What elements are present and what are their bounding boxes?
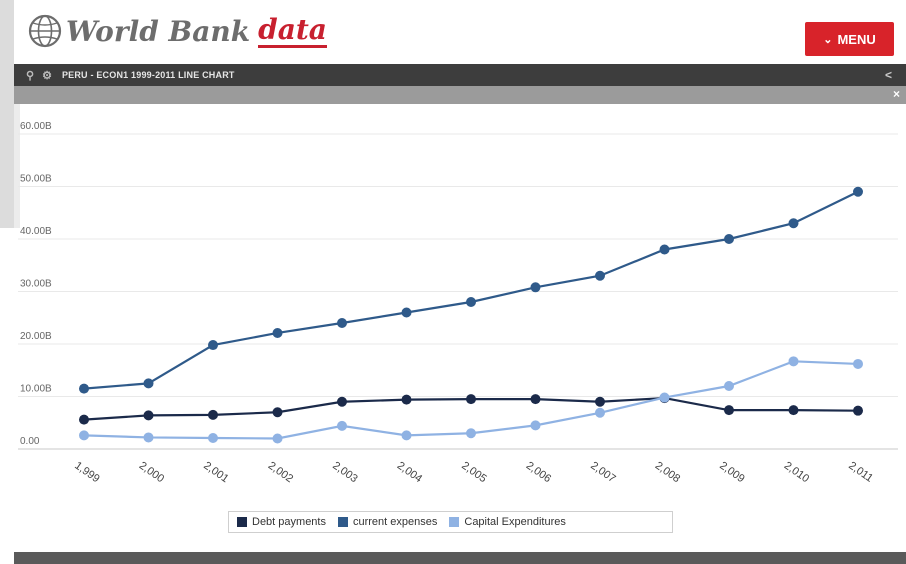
data-point[interactable] [853,405,863,416]
x-tick-label: 2,005 [459,460,488,486]
legend-label-capital: Capital Expenditures [464,516,566,528]
data-point[interactable] [401,430,412,441]
data-point[interactable] [853,358,863,369]
legend-label-debt: Debt payments [252,516,326,528]
menu-button[interactable]: ⌄ MENU [805,22,894,56]
data-point[interactable] [272,433,283,444]
data-point[interactable] [659,392,670,403]
x-tick-label: 2,010 [782,460,811,486]
y-tick-label: 30.00B [20,279,52,290]
data-point[interactable] [724,381,734,391]
data-point[interactable] [530,420,541,431]
x-tick-label: 2,008 [653,460,682,486]
chart-legend: Debt payments current expenses Capital E… [228,511,673,533]
data-point[interactable] [853,186,863,197]
data-point[interactable] [272,407,283,418]
series-line-1 [83,190,859,390]
x-tick-label: 2,000 [137,460,166,486]
y-tick-label: 50.00B [20,174,52,185]
data-point[interactable] [724,234,734,244]
data-point[interactable] [401,307,412,318]
data-point[interactable] [530,394,541,405]
data-point[interactable] [788,218,799,229]
settings-icon[interactable]: ⚙ [42,69,52,82]
data-point[interactable] [143,432,154,443]
logo-text-data: data [258,12,327,48]
world-bank-logo[interactable]: World Bank data [28,14,327,48]
share-icon[interactable]: < [884,68,892,82]
y-tick-label: 0.00 [20,436,40,447]
data-point[interactable] [466,428,476,439]
data-point[interactable] [143,410,154,421]
data-point[interactable] [466,297,476,307]
bottom-bar [14,552,906,564]
data-point[interactable] [79,430,89,441]
x-axis-ticks: 1,999 2,000 2,001 2,002 2,003 2,004 2,005 2,006… [72,460,875,486]
data-point[interactable] [466,394,476,405]
site-header: World Bank data ⌄ MENU [14,0,906,64]
data-point[interactable] [724,405,734,416]
close-icon[interactable]: × [892,87,900,101]
logo-text-world-bank: World Bank [66,14,251,48]
chart-title-bar: ⚲ ⚙ PERU - ECON1 1999-2011 LINE CHART < [14,64,906,86]
search-icon[interactable]: ⚲ [26,69,35,82]
legend-label-current: current expenses [352,516,438,528]
data-point[interactable] [208,340,218,351]
legend-swatch-debt [237,517,247,527]
data-point[interactable] [595,396,605,407]
data-point[interactable] [530,282,541,293]
chart-title: PERU - ECON1 1999-2011 LINE CHART [61,70,235,80]
data-point[interactable] [143,378,154,389]
x-tick-label: 2,003 [330,460,359,486]
data-point[interactable] [337,396,347,407]
left-edge-panel [0,0,20,228]
chart-series [79,186,863,444]
data-point[interactable] [788,356,799,367]
y-tick-label: 20.00B [20,331,52,342]
y-tick-label: 40.00B [20,226,52,237]
data-point[interactable] [79,383,89,394]
y-tick-label: 60.00B [20,121,52,132]
x-tick-label: 2,001 [201,460,230,486]
data-point[interactable] [595,270,605,281]
x-tick-label: 1,999 [72,460,101,486]
data-point[interactable] [595,407,605,418]
legend-item-debt[interactable]: Debt payments [237,516,326,528]
chart-grid [18,133,898,450]
x-tick-label: 2,006 [524,460,553,486]
data-point[interactable] [659,244,670,255]
data-point[interactable] [337,420,347,431]
x-tick-label: 2,002 [266,460,295,486]
x-tick-label: 2,004 [395,460,424,486]
data-point[interactable] [401,394,412,405]
data-point[interactable] [208,432,218,443]
data-point[interactable] [337,318,347,328]
chart-sub-bar: × [14,86,906,104]
chevron-down-icon: ⌄ [823,33,833,46]
data-point[interactable] [788,405,799,416]
x-tick-label: 2,011 [846,460,875,485]
legend-swatch-capital [449,517,460,527]
x-tick-label: 2,007 [588,460,617,486]
y-axis-ticks: 0.00 10.00B 20.00B 30.00B 40.00B 50.00B 60.00B [20,121,52,447]
line-chart: 0.00 10.00B 20.00B 30.00B 40.00B 50.00B 60.00B… [18,121,898,486]
legend-item-current[interactable]: current expenses [337,516,438,528]
y-tick-label: 10.00B [20,384,52,395]
legend-swatch-current [337,517,348,527]
data-point[interactable] [208,409,218,420]
menu-button-label: MENU [837,31,876,47]
data-point[interactable] [79,414,89,425]
data-point[interactable] [272,327,283,338]
x-tick-label: 2,009 [717,460,746,486]
globe-icon [28,14,62,48]
legend-item-capital[interactable]: Capital Expenditures [449,516,566,528]
